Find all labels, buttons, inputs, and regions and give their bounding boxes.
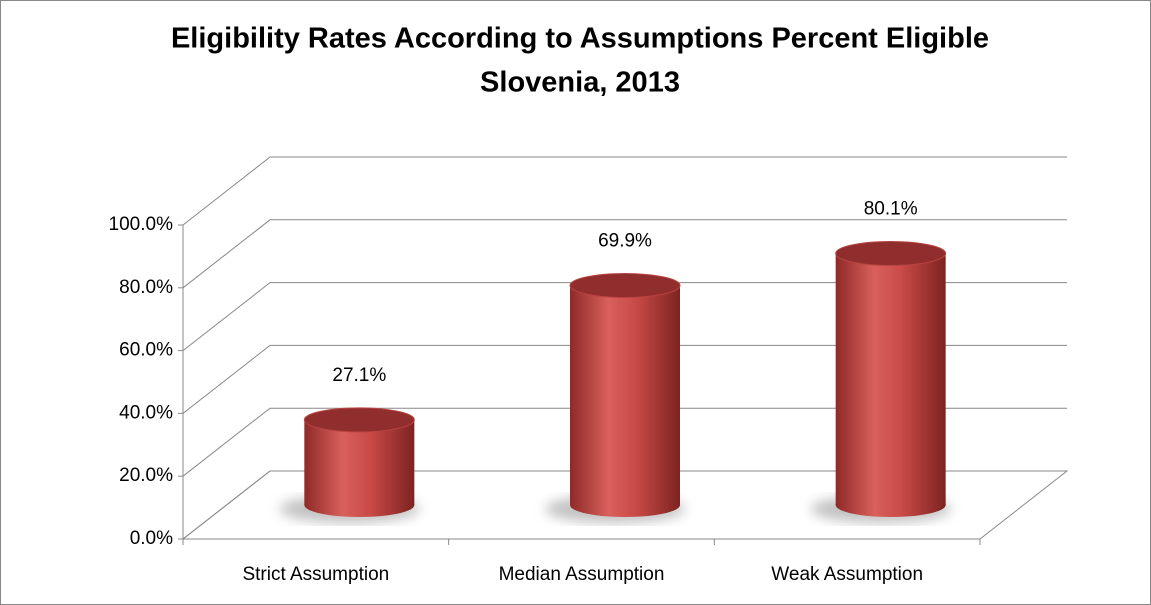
x-tick-label: Median Assumption — [499, 564, 665, 585]
y-tick-label: 40.0% — [119, 402, 173, 423]
bar — [304, 419, 415, 505]
grid-line — [182, 470, 1067, 540]
grid-line — [182, 344, 1067, 414]
chart-title: Eligibility Rates According to Assumptio… — [171, 23, 989, 55]
y-tick-label: 80.0% — [119, 277, 173, 298]
y-tick-label: 100.0% — [109, 214, 174, 235]
bar — [570, 285, 680, 505]
grid-line — [182, 156, 1067, 226]
y-tick-label: 20.0% — [119, 465, 173, 486]
value-label: 27.1% — [332, 365, 386, 386]
bar-top — [835, 240, 947, 266]
grid-line — [182, 407, 1067, 477]
x-tick-label: Weak Assumption — [771, 564, 923, 585]
bar — [835, 253, 946, 505]
y-tick-label: 60.0% — [119, 340, 173, 361]
bar-top — [303, 407, 415, 433]
value-label: 69.9% — [598, 231, 652, 252]
y-tick-label: 0.0% — [130, 528, 173, 549]
x-tick-label: Strict Assumption — [242, 564, 389, 585]
value-label: 80.1% — [864, 199, 918, 220]
grid-line — [182, 219, 1067, 289]
bar-top — [569, 273, 681, 299]
grid-line — [182, 282, 1067, 351]
chart-title: Slovenia, 2013 — [480, 67, 680, 99]
